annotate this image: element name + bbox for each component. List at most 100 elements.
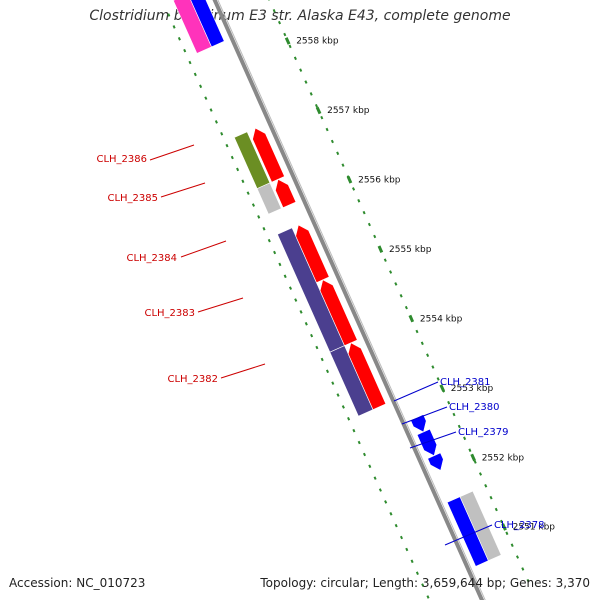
track-dot (325, 127, 329, 132)
track-dot (384, 500, 388, 504)
track-dot (362, 452, 367, 457)
cog-segment (459, 490, 502, 562)
track-dot (278, 262, 282, 267)
track-dot (415, 571, 419, 575)
track-dot (314, 104, 319, 108)
label-leader-line (220, 363, 266, 379)
gene-arrow (275, 178, 297, 209)
track-dot (494, 507, 498, 512)
track-dot (177, 37, 181, 41)
gene-arrow (252, 127, 285, 183)
track-dot (257, 215, 261, 219)
track-dot (230, 155, 234, 160)
track-dot (183, 48, 187, 53)
kbp-tick-label: 2551 kbp (513, 523, 556, 533)
track-dot (288, 44, 292, 49)
track-dot (362, 210, 366, 215)
track-dot (283, 274, 287, 279)
gene-label: CLH_2382 (167, 374, 218, 385)
track-dot (473, 460, 477, 464)
kbp-tick (284, 37, 291, 45)
track-dot (299, 68, 303, 72)
track-dot (410, 559, 414, 564)
backbone-shadow (217, 0, 486, 600)
gene-arrow (295, 224, 330, 283)
track-dot (331, 381, 335, 385)
track-dot (193, 72, 197, 77)
track-dot (489, 495, 493, 500)
track-dot (426, 595, 430, 599)
track-dot (288, 286, 293, 290)
track-dot (521, 567, 525, 571)
track-dot (394, 282, 398, 286)
track-dot (241, 179, 245, 184)
cog-segment (256, 182, 282, 215)
track-dot (478, 472, 483, 476)
genome-backbone (212, 0, 486, 600)
track-dot (167, 13, 171, 17)
kbp-tick (315, 106, 322, 115)
gene-arrow (427, 452, 444, 471)
label-leader-line (409, 431, 457, 449)
track-dot (457, 424, 461, 429)
track-dot (283, 32, 287, 37)
track-dot (214, 120, 218, 124)
kbp-tick-label: 2555 kbp (389, 245, 432, 255)
track-dot (294, 298, 298, 302)
kbp-tick-label: 2553 kbp (451, 384, 494, 394)
track-dot (336, 151, 340, 156)
inner-dotted-track (268, 0, 530, 583)
track-dot (373, 476, 377, 480)
genome-summary-text: Topology: circular; Length: 3,659,644 bp… (260, 576, 590, 590)
kbp-tick (439, 384, 446, 392)
outer-dotted-track (167, 13, 430, 599)
gene-labels: CLH_2386 CLH_2385 CLH_2384 CLH_2383 CLH_2382… (96, 144, 545, 546)
label-leader-line (149, 144, 195, 161)
track-dot (347, 417, 351, 421)
label-leader-line (393, 381, 439, 402)
kbp-tick (377, 245, 384, 254)
track-dot (405, 547, 409, 552)
track-dot (420, 341, 424, 346)
track-dot (225, 143, 229, 148)
track-dot (484, 483, 488, 488)
track-dot (357, 440, 361, 445)
track-dot (304, 322, 308, 326)
backbone-line (212, 0, 485, 600)
track-dot (262, 227, 266, 231)
track-dot (352, 428, 356, 433)
track-dot (368, 464, 372, 469)
track-dot (404, 305, 408, 310)
track-dot (383, 258, 387, 262)
gene-label: CLH_2381 (440, 377, 491, 388)
track-dot (515, 555, 520, 559)
kbp-tick-label: 2558 kbp (296, 37, 339, 47)
gene-label: CLH_2385 (107, 193, 158, 204)
gene-label: CLH_2384 (126, 253, 177, 264)
track-dot (357, 199, 361, 203)
track-dot (505, 531, 509, 536)
track-dot (389, 270, 393, 274)
track-dot (277, 20, 282, 25)
track-dot (399, 535, 404, 540)
track-dot (394, 523, 398, 528)
track-dot (251, 203, 256, 207)
accession-text: Accession: NC_010723 (9, 576, 146, 590)
kbp-scale: 2558 kbp 2557 kbp 2556 kbp 2555 kbp 2554 kbp… (284, 37, 556, 533)
kbp-tick-label: 2556 kbp (358, 176, 401, 186)
track-dot (220, 132, 224, 136)
track-dot (367, 222, 371, 227)
gene-label: CLH_2380 (449, 402, 500, 413)
track-dot (325, 369, 330, 374)
track-dot (320, 115, 324, 120)
label-leader-line (444, 524, 493, 546)
track-dot (304, 80, 308, 84)
kbp-tick (346, 175, 353, 184)
track-dot (452, 412, 456, 417)
label-leader-line (180, 240, 227, 258)
track-dot (399, 293, 403, 298)
track-dot (299, 310, 303, 314)
kbp-tick-label: 2557 kbp (327, 106, 370, 116)
kbp-tick (470, 453, 476, 462)
